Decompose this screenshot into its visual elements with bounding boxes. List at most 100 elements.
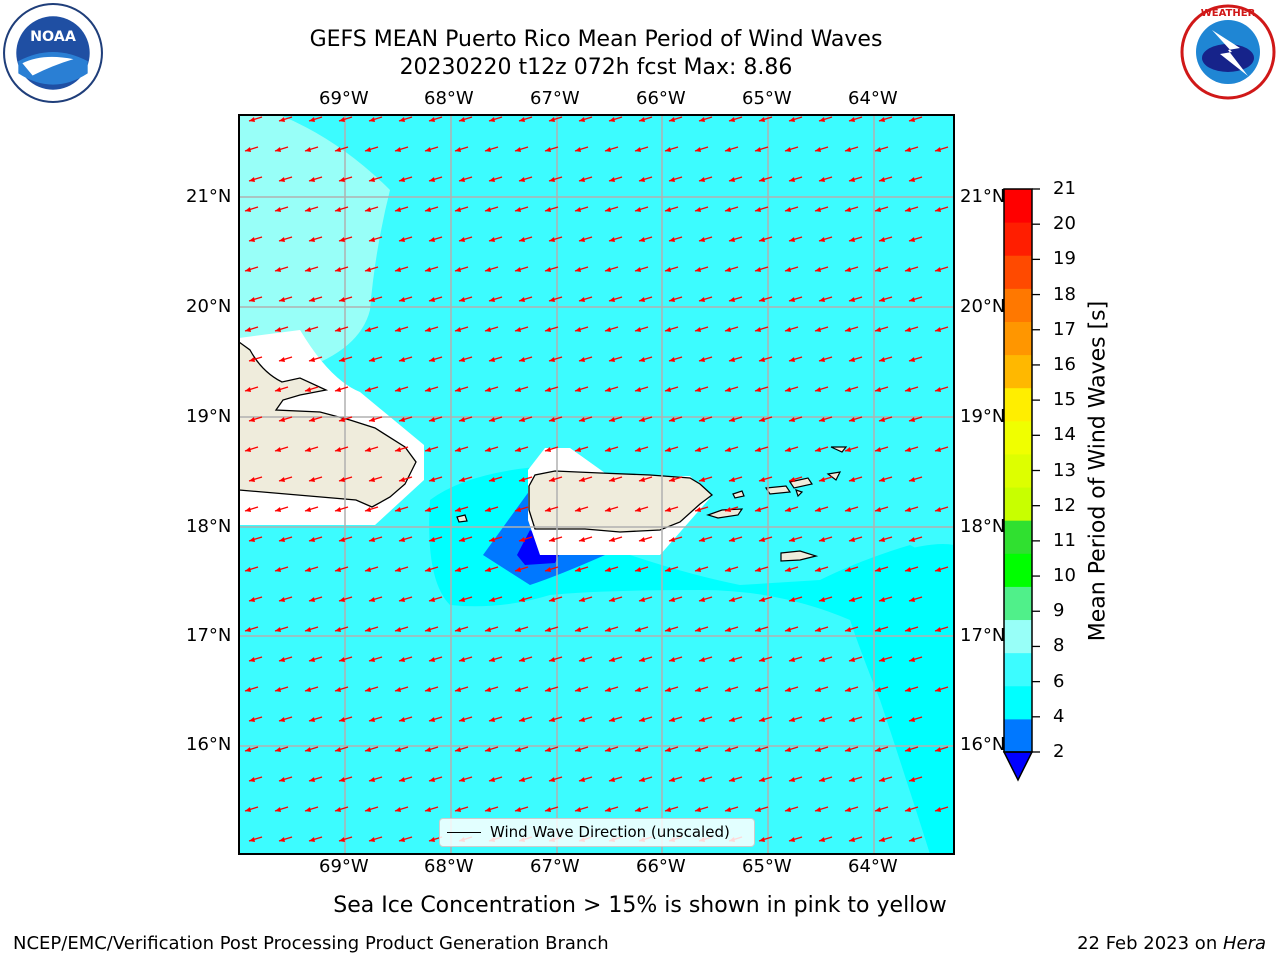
wind-arrow-head: [879, 357, 885, 362]
wind-arrow-head: [665, 807, 671, 812]
wind-arrow-head: [305, 147, 311, 152]
wind-arrow-head: [905, 327, 911, 332]
wind-arrow-head: [425, 627, 431, 632]
wind-arrow-head: [369, 777, 375, 782]
wind-arrow-head: [249, 777, 255, 782]
wind-arrow-head: [699, 237, 705, 242]
wind-arrow-head: [429, 417, 435, 422]
colorbar-band: [1004, 387, 1032, 422]
wind-arrow-head: [725, 207, 731, 212]
date-text: 22 Feb 2023 on: [1077, 933, 1223, 954]
wind-arrow-head: [785, 207, 791, 212]
wind-arrow-head: [575, 567, 581, 572]
wind-arrow-head: [909, 657, 915, 662]
wind-arrow-head: [335, 687, 341, 692]
wind-arrow-head: [905, 207, 911, 212]
wind-arrow-head: [905, 387, 911, 392]
wind-arrow-head: [635, 147, 641, 152]
wind-arrow-head: [575, 207, 581, 212]
wind-arrow-head: [485, 267, 491, 272]
wind-arrow-head: [605, 507, 611, 512]
wind-arrow-head: [725, 267, 731, 272]
wind-arrow-head: [665, 147, 671, 152]
wind-arrow-head: [935, 747, 941, 752]
wind-arrow-head: [425, 327, 431, 332]
wind-arrow-head: [245, 447, 251, 452]
wind-arrow-head: [549, 477, 555, 482]
wind-arrow-head: [459, 357, 465, 362]
wind-arrow-head: [365, 627, 371, 632]
wind-arrow-head: [519, 297, 525, 302]
wind-arrow-head: [695, 147, 701, 152]
wind-arrow-head: [399, 117, 405, 122]
wind-arrow-head: [519, 477, 525, 482]
wind-arrow-head: [905, 147, 911, 152]
wind-arrow-head: [785, 507, 791, 512]
wind-arrow-head: [789, 837, 795, 842]
wind-arrow-head: [729, 597, 735, 602]
wind-arrow-head: [935, 687, 941, 692]
wind-arrow-head: [609, 717, 615, 722]
wind-arrow-head: [279, 837, 285, 842]
wind-arrow-head: [245, 567, 251, 572]
wind-arrow-head: [455, 627, 461, 632]
wind-arrow-head: [575, 147, 581, 152]
wind-arrow-head: [635, 687, 641, 692]
wind-arrow-head: [485, 747, 491, 752]
wind-arrow-head: [639, 477, 645, 482]
wind-arrow-head: [399, 537, 405, 542]
wind-arrow-head: [365, 687, 371, 692]
wind-arrow-head: [905, 807, 911, 812]
wind-arrow-head: [489, 237, 495, 242]
wind-arrow-head: [695, 447, 701, 452]
wind-arrow-head: [699, 357, 705, 362]
wind-arrow-head: [279, 777, 285, 782]
wind-arrow-head: [819, 717, 825, 722]
wind-arrow-head: [545, 507, 551, 512]
wind-arrow-head: [459, 717, 465, 722]
wind-arrow-head: [879, 597, 885, 602]
wind-arrow-head: [729, 297, 735, 302]
wind-arrow-head: [695, 807, 701, 812]
wind-arrow-head: [519, 357, 525, 362]
wind-arrow-head: [575, 627, 581, 632]
wind-arrow-head: [455, 387, 461, 392]
colorbar-tick-label: 16: [1053, 353, 1076, 375]
wind-arrow-head: [339, 777, 345, 782]
wind-arrow-head: [339, 597, 345, 602]
wind-arrow-head: [279, 297, 285, 302]
wind-arrow-head: [549, 117, 555, 122]
wind-arrow-head: [789, 117, 795, 122]
wind-arrow-head: [879, 417, 885, 422]
wind-arrow-head: [605, 627, 611, 632]
wind-arrow-head: [845, 447, 851, 452]
wind-arrow-head: [875, 627, 881, 632]
period-zone-8-9: [239, 115, 390, 375]
wind-arrow-head: [429, 477, 435, 482]
wind-arrow-head: [935, 507, 941, 512]
wind-arrow-head: [489, 657, 495, 662]
wind-arrow-head: [909, 837, 915, 842]
wind-arrow-head: [545, 387, 551, 392]
wind-arrow-head: [819, 117, 825, 122]
wind-arrow-head: [815, 207, 821, 212]
wind-arrow-head: [335, 627, 341, 632]
wind-arrow-head: [605, 687, 611, 692]
wind-arrow-head: [935, 147, 941, 152]
wind-arrow-head: [519, 177, 525, 182]
wind-arrow-head: [275, 447, 281, 452]
wind-arrow-head: [335, 807, 341, 812]
land-puerto-rico: [528, 470, 714, 533]
colorbar-band: [1004, 487, 1032, 521]
colorbar-band: [1004, 288, 1032, 322]
wind-arrow-head: [515, 387, 521, 392]
wind-arrow-head: [335, 747, 341, 752]
wind-arrow-head: [815, 387, 821, 392]
wind-arrow-head: [519, 237, 525, 242]
wind-arrow-head: [425, 687, 431, 692]
wind-arrow-head: [425, 447, 431, 452]
wind-arrow-head: [935, 447, 941, 452]
wind-arrow-head: [485, 387, 491, 392]
wind-arrow-head: [875, 447, 881, 452]
wind-arrow-head: [789, 357, 795, 362]
